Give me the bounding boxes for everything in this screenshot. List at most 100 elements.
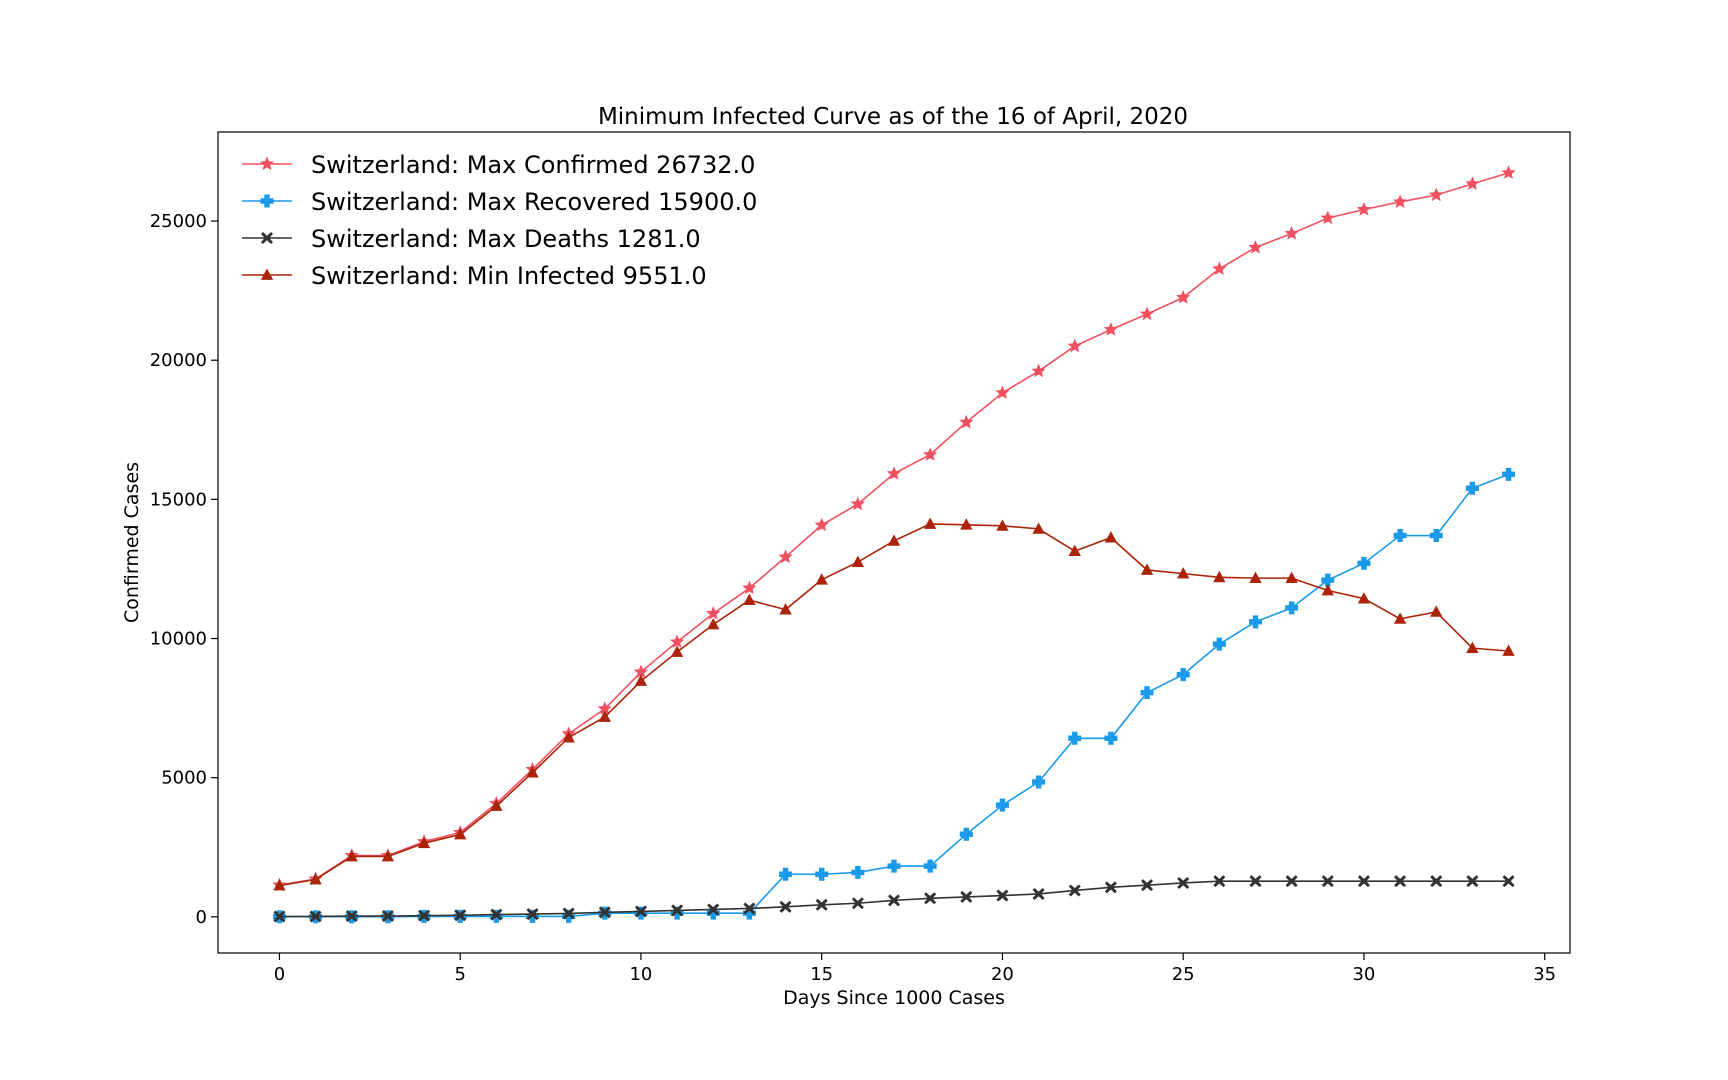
data-point — [1213, 570, 1226, 583]
legend: Switzerland: Max Confirmed 26732.0 Switze… — [242, 151, 757, 290]
legend-item: Switzerland: Min Infected 9551.0 — [242, 262, 707, 290]
data-point — [345, 910, 358, 923]
data-point — [1140, 563, 1154, 575]
data-point — [1032, 522, 1045, 534]
series-3 — [273, 875, 1515, 923]
data-point — [959, 414, 974, 429]
data-point — [562, 907, 575, 920]
data-point — [598, 710, 611, 722]
data-point — [707, 618, 720, 630]
data-point — [1103, 322, 1119, 336]
data-point — [707, 903, 720, 916]
y-tick-label: 25000 — [150, 211, 207, 232]
data-point — [1140, 686, 1154, 700]
data-point — [1501, 165, 1516, 179]
data-point — [996, 519, 1009, 531]
data-point — [273, 879, 286, 891]
axis-ticks: 0 5 10 15 20 25 30 35 0 5000 10000 15000 20000 25000 — [150, 211, 1556, 985]
data-point — [526, 909, 540, 923]
data-point — [779, 900, 792, 913]
data-point — [454, 828, 467, 840]
data-point — [634, 674, 648, 686]
data-point — [995, 798, 1009, 812]
series-layer — [272, 165, 1516, 924]
data-point — [417, 836, 431, 849]
data-point — [1249, 875, 1262, 888]
data-point — [669, 634, 685, 649]
data-point — [454, 909, 467, 922]
y-tick-label: 10000 — [150, 629, 207, 650]
x-tick-label: 0 — [274, 964, 285, 985]
data-point — [851, 555, 865, 567]
data-point — [886, 466, 902, 480]
data-point — [995, 385, 1010, 399]
x-axis-label: Days Since 1000 Cases — [783, 987, 1005, 1009]
legend-label: Switzerland: Min Infected 9551.0 — [311, 262, 707, 290]
data-point — [309, 910, 322, 923]
data-point — [1285, 601, 1299, 615]
data-point — [851, 865, 865, 879]
y-tick-label: 15000 — [150, 489, 207, 510]
data-point — [1285, 571, 1298, 583]
data-point — [1248, 239, 1263, 254]
data-point — [1502, 467, 1516, 481]
legend-marker — [261, 232, 273, 244]
legend-marker — [260, 194, 274, 208]
data-point — [1104, 531, 1118, 543]
data-point — [887, 859, 901, 873]
data-point — [923, 859, 937, 873]
data-point — [597, 701, 612, 715]
data-point — [309, 872, 322, 885]
x-tick-label: 25 — [1172, 964, 1195, 985]
data-point — [1176, 668, 1190, 682]
data-point — [1321, 583, 1334, 596]
data-point — [490, 908, 503, 921]
data-point — [670, 906, 684, 920]
data-point — [1031, 363, 1046, 378]
data-point — [1357, 875, 1370, 888]
data-point — [1249, 571, 1262, 583]
data-point — [1392, 194, 1408, 208]
data-point — [923, 447, 938, 461]
data-point — [1429, 529, 1443, 543]
data-point — [1104, 731, 1118, 745]
legend-item: Switzerland: Max Confirmed 26732.0 — [242, 151, 755, 179]
data-point — [1213, 875, 1226, 888]
data-point — [1502, 875, 1515, 888]
data-point — [1032, 775, 1046, 789]
data-point — [960, 890, 973, 903]
data-point — [1068, 731, 1082, 745]
chart-title: Minimum Infected Curve as of the 16 of A… — [598, 104, 1188, 130]
data-point — [706, 606, 721, 620]
data-point — [1068, 884, 1081, 897]
data-point — [1032, 887, 1045, 900]
data-point — [1212, 637, 1226, 651]
data-point — [1502, 644, 1515, 656]
legend-item: Switzerland: Max Deaths 1281.0 — [242, 225, 701, 253]
data-point — [381, 849, 395, 862]
data-point — [273, 910, 286, 923]
data-point — [850, 496, 865, 511]
data-point — [1321, 573, 1335, 587]
x-tick-label: 30 — [1352, 964, 1375, 985]
data-point — [923, 517, 937, 529]
data-point — [1104, 881, 1117, 894]
legend-item: Switzerland: Max Recovered 15900.0 — [242, 188, 757, 216]
x-tick-label: 20 — [991, 964, 1014, 985]
data-point — [633, 664, 649, 679]
data-point — [851, 897, 864, 910]
data-point — [1393, 529, 1407, 543]
y-tick-label: 20000 — [150, 350, 207, 371]
data-point — [671, 904, 684, 917]
data-point — [1321, 875, 1334, 888]
data-point — [1393, 612, 1407, 624]
data-point — [960, 518, 973, 530]
data-point — [743, 593, 756, 605]
data-point — [1212, 261, 1227, 275]
data-point — [634, 905, 647, 918]
data-point — [743, 902, 756, 915]
data-point — [888, 894, 900, 907]
data-point — [815, 573, 828, 585]
